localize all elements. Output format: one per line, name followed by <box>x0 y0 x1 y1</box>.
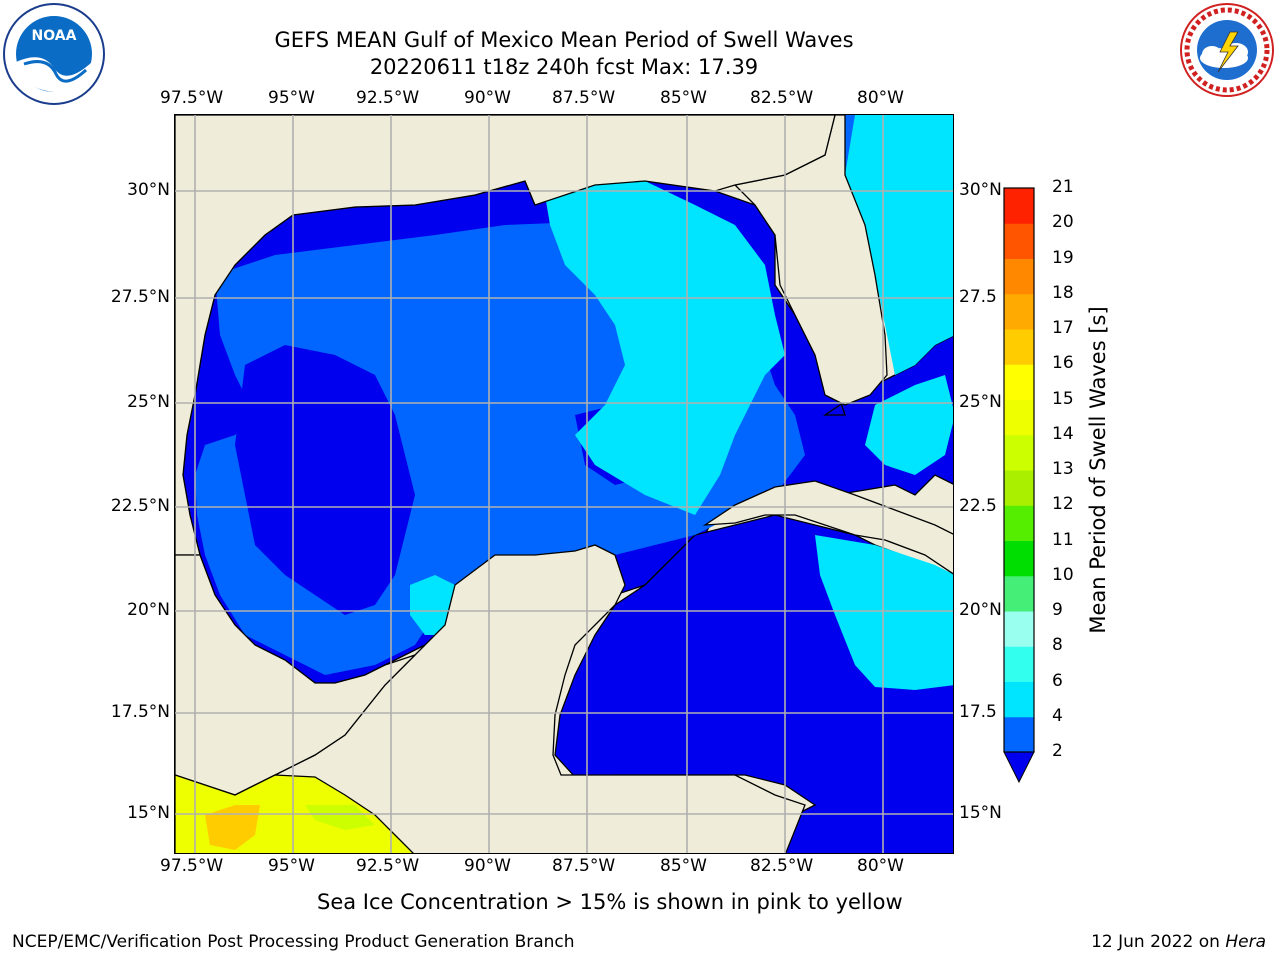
colorbar-band <box>1004 575 1034 612</box>
swell-region-under-2s <box>235 345 415 615</box>
lon-tick-bottom: 85°W <box>660 856 707 876</box>
lon-tick-top: 85°W <box>660 88 707 108</box>
colorbar-band <box>1004 611 1034 647</box>
chart-title: GEFS MEAN Gulf of Mexico Mean Period of … <box>274 28 854 52</box>
lat-tick-right: 20°N <box>959 600 1002 620</box>
lon-tick-top: 92.5°W <box>356 88 420 108</box>
swell-region-4-6s <box>815 535 953 690</box>
colorbar <box>1003 187 1035 784</box>
lon-tick-top: 95°W <box>268 88 315 108</box>
lon-tick-bottom: 82.5°W <box>750 856 814 876</box>
lat-tick-right: 17.5 <box>959 702 997 722</box>
us-coast-land <box>175 115 836 556</box>
lon-tick-bottom: 90°W <box>464 856 511 876</box>
lat-tick-left: 30°N <box>127 180 170 200</box>
colorbar-tick-label: 19 <box>1052 247 1074 268</box>
colorbar-band <box>1004 258 1034 295</box>
lat-tick-left: 20°N <box>127 600 170 620</box>
chart-subtitle: 20220611 t18z 240h fcst Max: 17.39 <box>369 55 759 79</box>
lon-tick-bottom: 87.5°W <box>552 856 616 876</box>
lat-tick-left: 17.5°N <box>110 702 170 722</box>
swell-region-13-14s <box>305 805 375 830</box>
lon-tick-bottom: 95°W <box>268 856 315 876</box>
lon-tick-bottom: 92.5°W <box>356 856 420 876</box>
noaa-logo: NOAA <box>3 3 105 105</box>
colorbar-band <box>1004 188 1034 224</box>
lon-tick-top: 97.5°W <box>160 88 224 108</box>
colorbar-tick-label: 2 <box>1052 741 1063 761</box>
svg-text:NOAA: NOAA <box>32 28 77 44</box>
lat-tick-right: 27.5 <box>959 287 997 307</box>
lon-tick-top: 82.5°W <box>750 88 814 108</box>
colorbar-tick-label: 13 <box>1052 459 1074 479</box>
colorbar-tick-label: 17 <box>1052 318 1074 338</box>
colorbar-band <box>1004 434 1034 471</box>
colorbar-band <box>1004 646 1034 682</box>
colorbar-tick-label: 10 <box>1052 564 1074 585</box>
lon-tick-top: 87.5°W <box>552 88 616 108</box>
lat-tick-left: 22.5°N <box>110 496 170 516</box>
colorbar-tick-label: 8 <box>1052 635 1063 656</box>
lat-tick-right: 15°N <box>959 803 1002 823</box>
lat-tick-right: 22.5 <box>959 496 997 516</box>
colorbar-band <box>1004 716 1034 753</box>
footer-date-text: 12 Jun 2022 on <box>1091 932 1226 952</box>
colorbar-band <box>1004 681 1034 718</box>
colorbar-band <box>1004 223 1034 259</box>
colorbar-tick-label: 12 <box>1052 494 1074 515</box>
colorbar-tick-label: 11 <box>1052 529 1074 550</box>
footer-date: 12 Jun 2022 on Hera <box>1091 932 1266 952</box>
swell-region-4-6s <box>865 375 953 475</box>
swell-region-4-6s <box>845 115 953 375</box>
lat-tick-right: 25°N <box>959 392 1002 412</box>
colorbar-band <box>1004 329 1034 365</box>
colorbar-band <box>1004 505 1034 541</box>
colorbar-band <box>1004 293 1034 330</box>
colorbar-tick-label: 18 <box>1052 282 1074 303</box>
lon-tick-bottom: 97.5°W <box>160 856 224 876</box>
colorbar-band <box>1004 540 1034 577</box>
map-svg <box>175 115 953 853</box>
lat-tick-right: 30°N <box>959 180 1002 200</box>
colorbar-tick-label: 15 <box>1052 388 1074 409</box>
gridlines <box>175 115 953 853</box>
lon-tick-bottom: 80°W <box>857 856 904 876</box>
swell-region-15-16s <box>205 805 260 850</box>
colorbar-band <box>1004 399 1034 436</box>
florida-land <box>733 115 888 406</box>
ice-caption: Sea Ice Concentration > 15% is shown in … <box>317 890 903 914</box>
colorbar-under-triangle <box>1003 751 1035 784</box>
lat-tick-left: 25°N <box>127 392 170 412</box>
colorbar-tick-label: 9 <box>1052 600 1063 620</box>
lon-tick-top: 90°W <box>464 88 511 108</box>
swell-region-4-6s <box>545 181 785 515</box>
footer-branch: NCEP/EMC/Verification Post Processing Pr… <box>12 932 575 952</box>
colorbar-tick-label: 16 <box>1052 353 1074 374</box>
colorbar-band <box>1004 364 1034 400</box>
footer-host: Hera <box>1225 932 1266 952</box>
colorbar-tick-label: 6 <box>1052 670 1063 691</box>
colorbar-title: Mean Period of Swell Waves [s] <box>1086 306 1110 634</box>
colorbar-tick-label: 4 <box>1052 705 1063 726</box>
colorbar-band <box>1004 470 1034 506</box>
lon-tick-top: 80°W <box>857 88 904 108</box>
map-panel <box>174 114 954 854</box>
lat-tick-left: 15°N <box>127 803 170 823</box>
colorbar-tick-label: 21 <box>1052 177 1074 197</box>
colorbar-tick-label: 20 <box>1052 212 1074 233</box>
colorbar-tick-label: 14 <box>1052 423 1074 444</box>
nws-logo <box>1180 3 1274 97</box>
lat-tick-left: 27.5°N <box>110 287 170 307</box>
